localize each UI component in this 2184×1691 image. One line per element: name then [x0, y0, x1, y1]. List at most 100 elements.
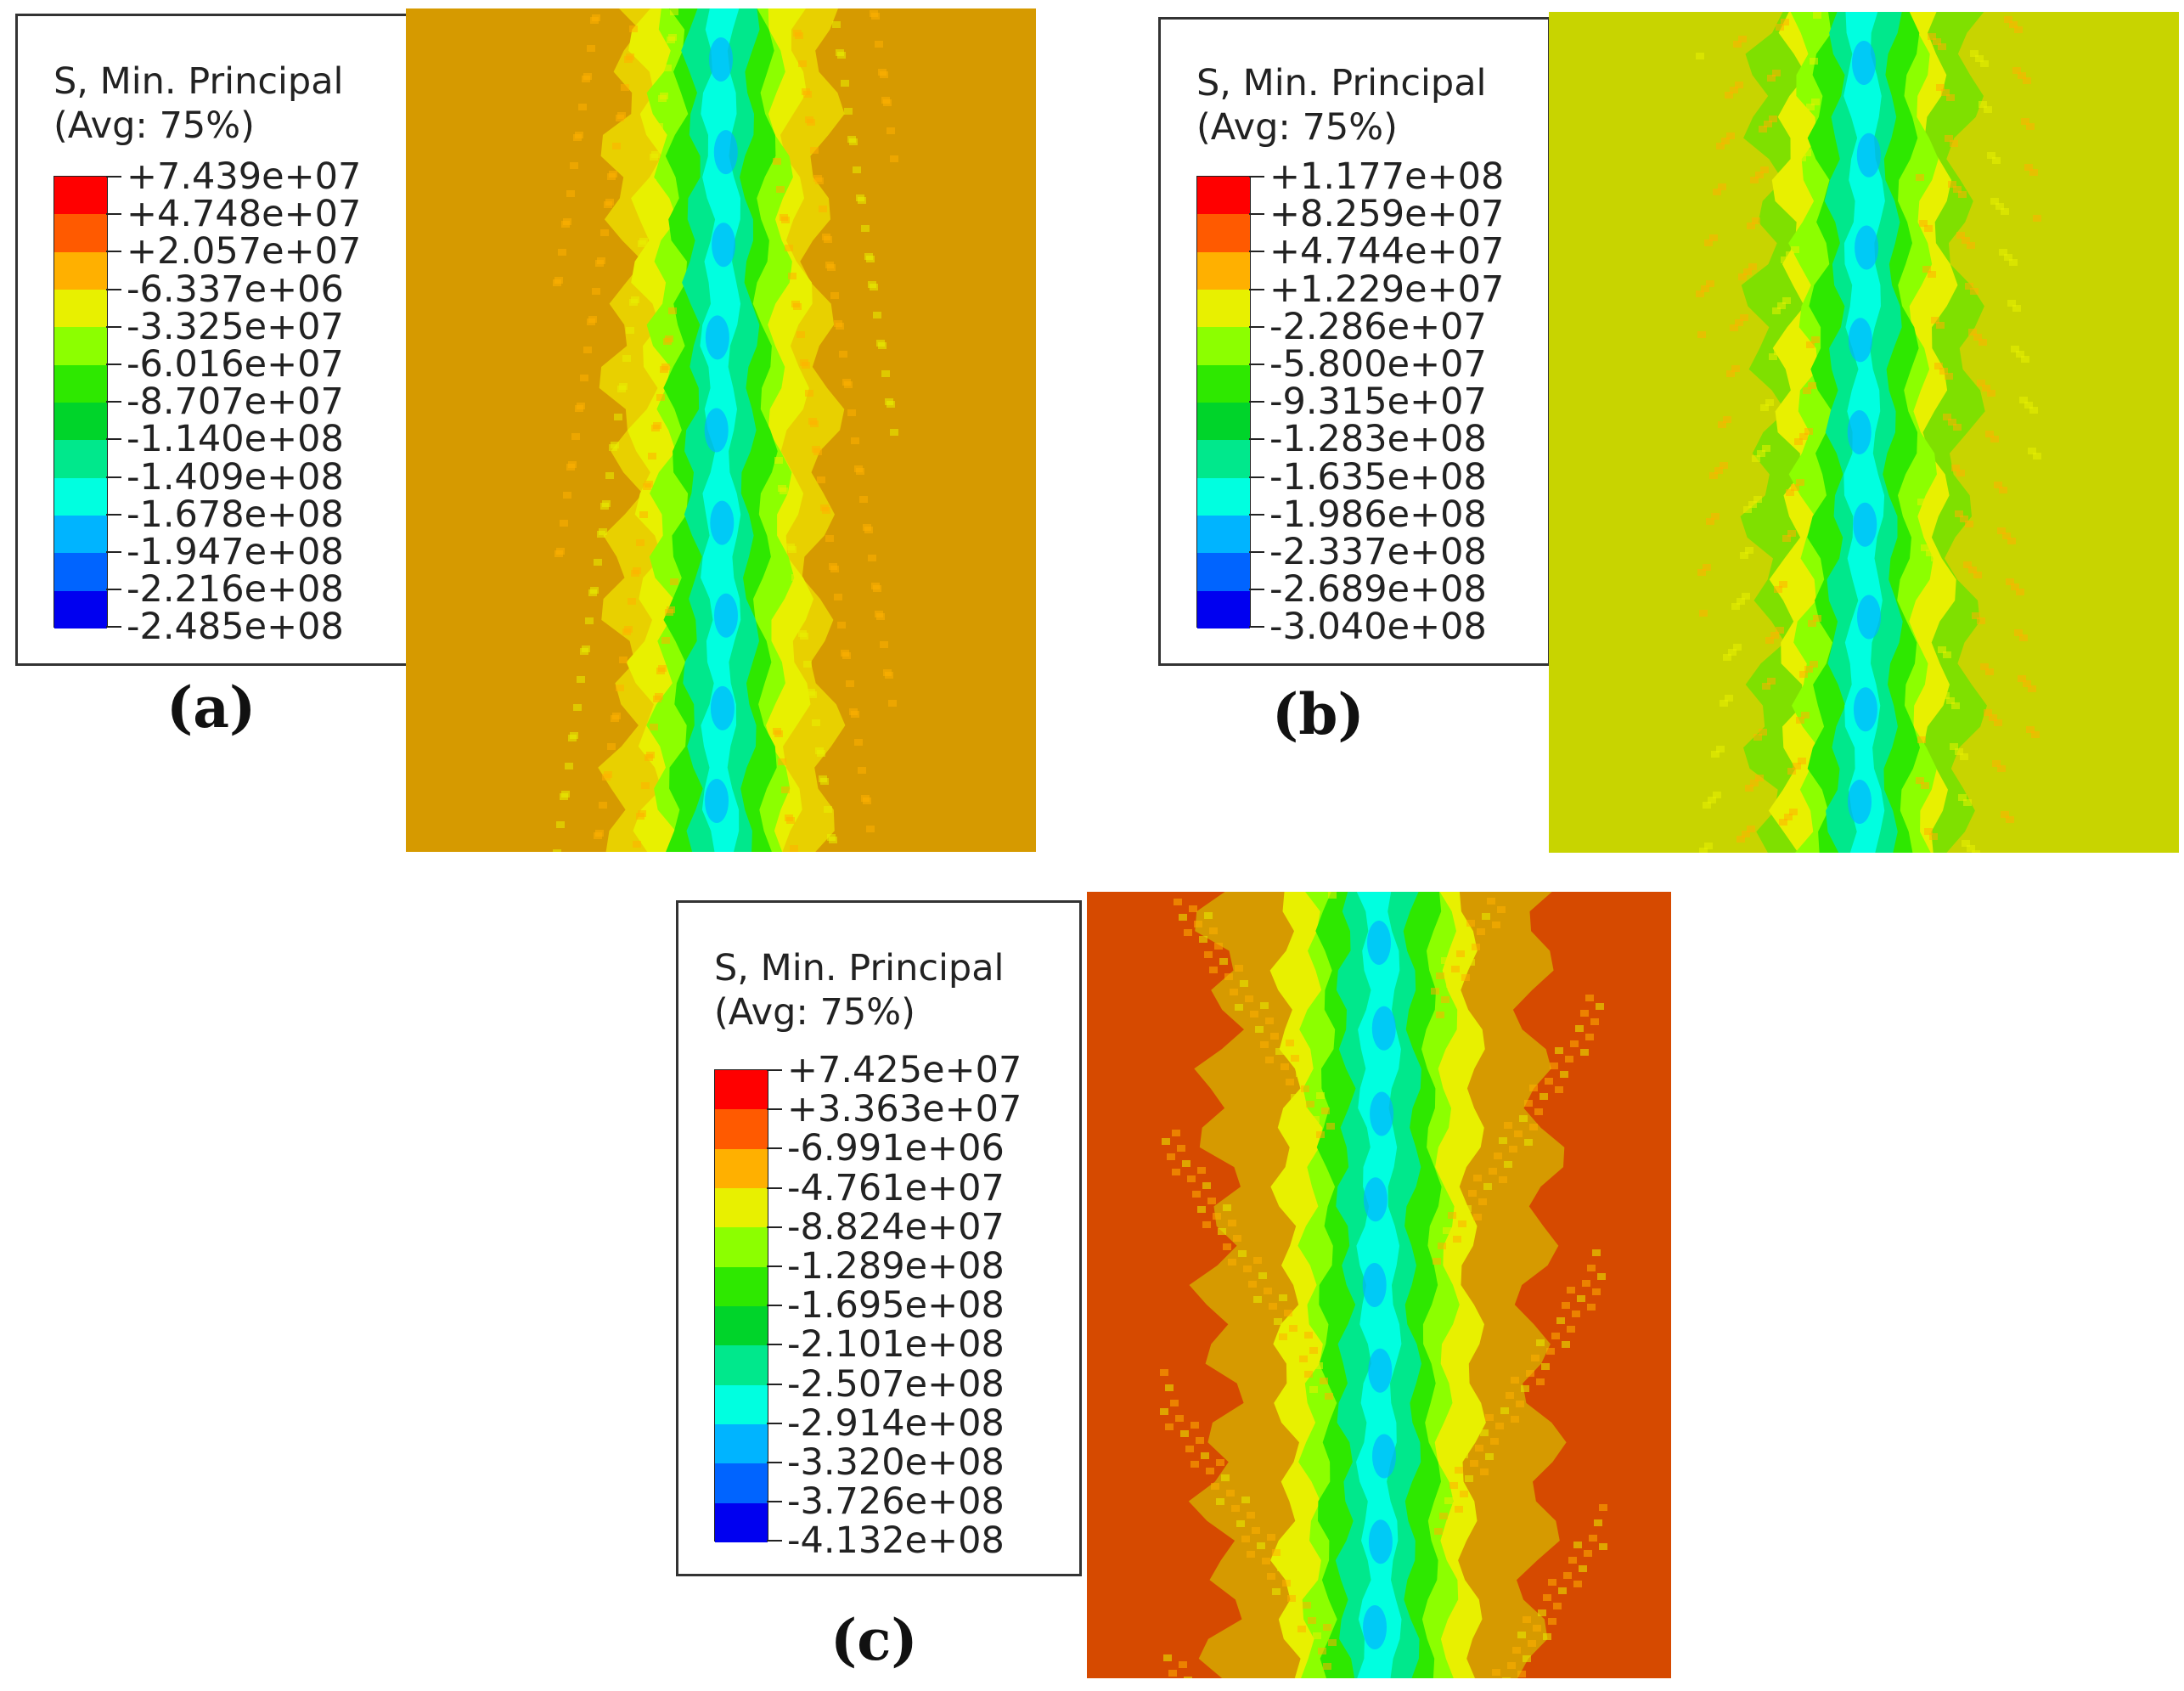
colorbar-cell	[54, 403, 107, 441]
stress-hotspot	[704, 408, 729, 453]
colorbar-tick	[1249, 589, 1264, 591]
mesh-speckle	[612, 713, 621, 719]
mesh-speckle	[2029, 407, 2038, 414]
mesh-speckle	[1806, 104, 1815, 110]
mesh-speckle	[1799, 433, 1808, 440]
mesh-speckle	[1465, 1475, 1473, 1482]
mesh-speckle	[1499, 1176, 1507, 1183]
mesh-speckle	[554, 277, 563, 284]
tick-label: -2.485e+08	[127, 606, 344, 649]
mesh-speckle	[1272, 1549, 1281, 1556]
mesh-speckle	[660, 93, 668, 99]
mesh-speckle	[655, 693, 663, 700]
colorbar-tick	[1249, 476, 1264, 478]
mesh-speckle	[1472, 944, 1480, 950]
mesh-speckle	[1972, 612, 1980, 619]
mesh-speckle	[1572, 1311, 1580, 1317]
colorbar-cell	[54, 214, 107, 253]
colorbar-cell	[715, 1463, 768, 1504]
mesh-speckle	[2007, 538, 2016, 544]
mesh-speckle	[1534, 1108, 1543, 1115]
mesh-speckle	[825, 535, 834, 542]
mesh-speckle	[854, 465, 863, 472]
mesh-speckle	[1187, 1175, 1196, 1182]
mesh-speckle	[1596, 1003, 1604, 1010]
mesh-speckle	[1599, 1543, 1607, 1550]
mesh-speckle	[1728, 649, 1737, 656]
mesh-speckle	[1575, 1025, 1584, 1032]
colorbar-tick	[106, 626, 121, 628]
mesh-speckle	[636, 539, 645, 546]
mesh-speckle	[1955, 510, 1963, 517]
mesh-speckle	[667, 606, 675, 613]
stress-hotspot	[713, 130, 738, 175]
mesh-speckle	[1216, 1459, 1224, 1466]
mesh-speckle	[1980, 663, 1989, 670]
mesh-speckle	[1808, 382, 1816, 389]
mesh-speckle	[590, 587, 599, 594]
mesh-speckle	[1755, 775, 1764, 781]
mesh-speckle	[1553, 1603, 1562, 1609]
colorbar-tick	[767, 1187, 782, 1189]
mesh-speckle	[856, 194, 864, 201]
colorbar-cell	[1197, 177, 1250, 215]
mesh-speckle	[605, 472, 614, 479]
mesh-speckle	[812, 446, 820, 453]
mesh-speckle	[1197, 1167, 1206, 1174]
stress-hotspot	[1367, 921, 1391, 965]
mesh-speckle	[773, 728, 781, 735]
mesh-speckle	[1752, 455, 1760, 462]
colorbar-cell	[1197, 327, 1250, 366]
mesh-speckle	[824, 806, 832, 813]
mesh-speckle	[1170, 1400, 1179, 1406]
mesh-speckle	[1500, 1407, 1509, 1414]
mesh-speckle	[1165, 1423, 1174, 1430]
mesh-speckle	[1443, 1227, 1451, 1234]
mesh-speckle	[651, 151, 660, 158]
mesh-speckle	[1499, 1137, 1507, 1144]
mesh-speckle	[1191, 1461, 1199, 1468]
mesh-speckle	[1948, 181, 1956, 188]
mesh-speckle	[656, 394, 665, 401]
mesh-speckle	[1769, 116, 1777, 122]
mesh-speckle	[1968, 566, 1977, 573]
mesh-speckle	[1791, 484, 1799, 491]
mesh-speckle	[1185, 1446, 1194, 1452]
mesh-speckle	[781, 786, 790, 793]
tick-label: +1.229e+07	[1269, 268, 1505, 311]
mesh-speckle	[617, 112, 626, 119]
mesh-speckle	[1926, 550, 1934, 556]
mesh-speckle	[1939, 368, 1948, 375]
mesh-speckle	[1219, 958, 1228, 965]
mesh-speckle	[1446, 981, 1455, 988]
mesh-speckle	[859, 496, 868, 503]
mesh-speckle	[1782, 535, 1791, 542]
tick-label: -9.315e+07	[1269, 380, 1487, 424]
colorbar-cell	[1197, 440, 1250, 479]
mesh-speckle	[1934, 600, 1943, 607]
mesh-speckle	[786, 544, 795, 550]
colorbar	[53, 176, 108, 629]
mesh-speckle	[605, 199, 614, 206]
tick-label: -5.800e+07	[1269, 343, 1487, 386]
mesh-speckle	[1433, 1258, 1441, 1265]
colorbar-tick	[106, 589, 121, 591]
mesh-speckle	[1473, 1175, 1482, 1181]
colorbar-cell	[715, 1188, 768, 1228]
mesh-speckle	[1224, 973, 1233, 980]
mesh-speckle	[1994, 719, 2002, 726]
mesh-speckle	[1799, 671, 1808, 678]
mesh-speckle	[570, 732, 578, 739]
mesh-speckle	[577, 403, 585, 409]
mesh-speckle	[1485, 1453, 1494, 1460]
mesh-speckle	[1202, 1221, 1211, 1228]
mesh-speckle	[1924, 828, 1933, 835]
mesh-speckle	[1970, 288, 1979, 295]
mesh-speckle	[1801, 109, 1810, 116]
mesh-speckle	[1943, 651, 1951, 658]
mesh-speckle	[661, 364, 670, 370]
mesh-speckle	[1536, 1378, 1545, 1385]
mesh-speckle	[633, 841, 641, 848]
mesh-speckle	[1179, 914, 1187, 921]
mesh-speckle	[1201, 1452, 1209, 1459]
